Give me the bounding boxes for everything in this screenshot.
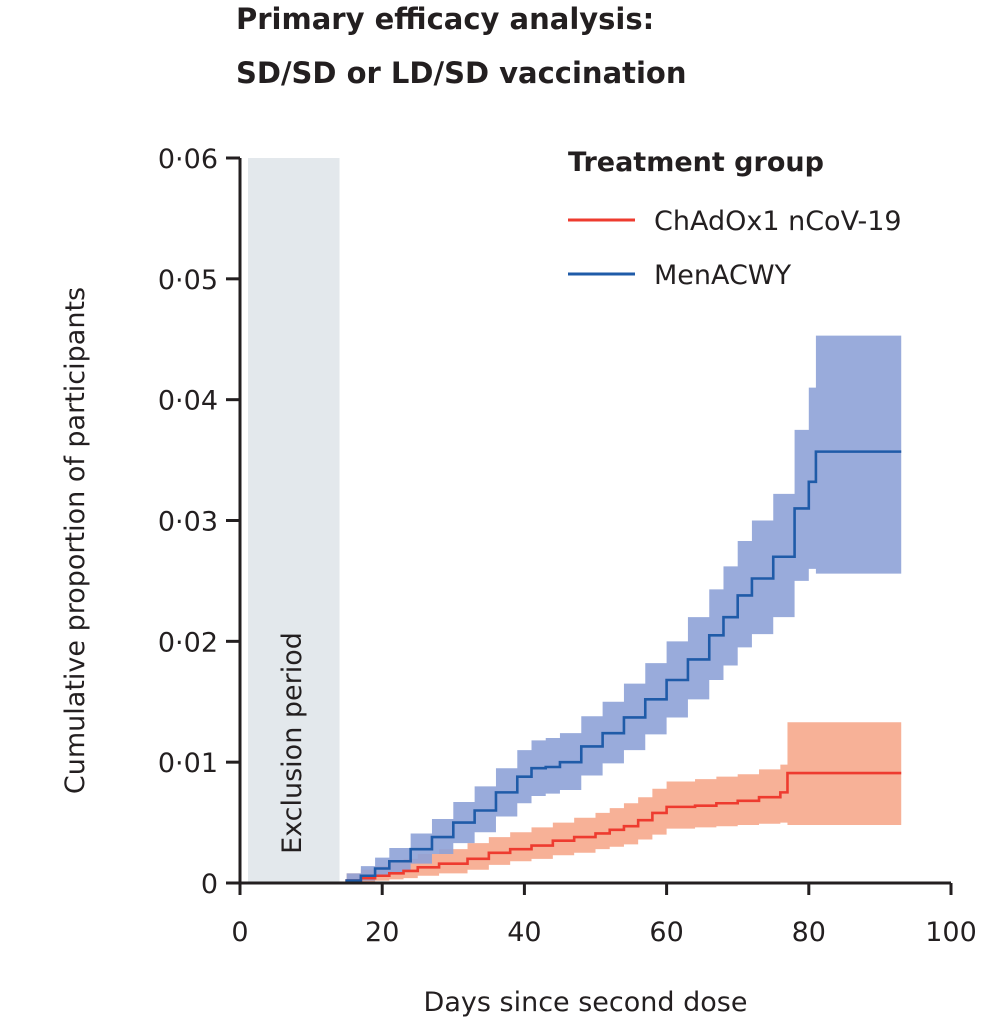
series-line-layer <box>240 450 902 885</box>
chadox1-series-line <box>240 771 902 885</box>
y-axis-title: Cumulative proportion of participants <box>60 287 91 794</box>
y-tick-label: 0·01 <box>158 748 218 779</box>
confidence-band-layer <box>346 335 902 883</box>
exclusion-period-label: Exclusion period <box>277 632 308 854</box>
menacwy-legend-label: MenACWY <box>654 260 792 291</box>
legend-title: Treatment group <box>568 147 824 178</box>
y-tick-label: 0·04 <box>158 386 218 417</box>
chart-title-line-2: SD/SD or LD/SD vaccination <box>236 56 687 90</box>
y-tick-label: 0·06 <box>158 144 218 175</box>
x-tick-label: 100 <box>925 917 977 948</box>
x-tick-label: 40 <box>507 917 541 948</box>
y-tick-label: 0·03 <box>158 507 218 538</box>
x-axis-title: Days since second dose <box>424 987 748 1018</box>
y-tick-label: 0·05 <box>158 265 218 296</box>
x-tick-label: 0 <box>231 917 248 948</box>
x-tick-label: 20 <box>365 917 399 948</box>
legend: Treatment group ChAdOx1 nCoV-19 MenACWY <box>568 147 902 291</box>
y-tick-label: 0·02 <box>158 627 218 658</box>
x-tick-label: 80 <box>792 917 826 948</box>
y-tick-label: 0 <box>201 869 218 900</box>
x-tick-label: 60 <box>649 917 683 948</box>
axes-layer: 0 20 40 60 80 100 0 0·01 0·02 0·03 0·04 0·05 0·06 Day… <box>60 144 977 1018</box>
chadox1-legend-label: ChAdOx1 nCoV-19 <box>654 206 902 237</box>
exclusion-period-region <box>248 158 340 883</box>
menacwy-series-line <box>240 450 902 885</box>
chart-title-line-1: Primary efficacy analysis: <box>236 2 655 36</box>
exclusion-period-layer: Exclusion period <box>248 158 340 883</box>
menacwy-confidence-band <box>346 335 902 883</box>
